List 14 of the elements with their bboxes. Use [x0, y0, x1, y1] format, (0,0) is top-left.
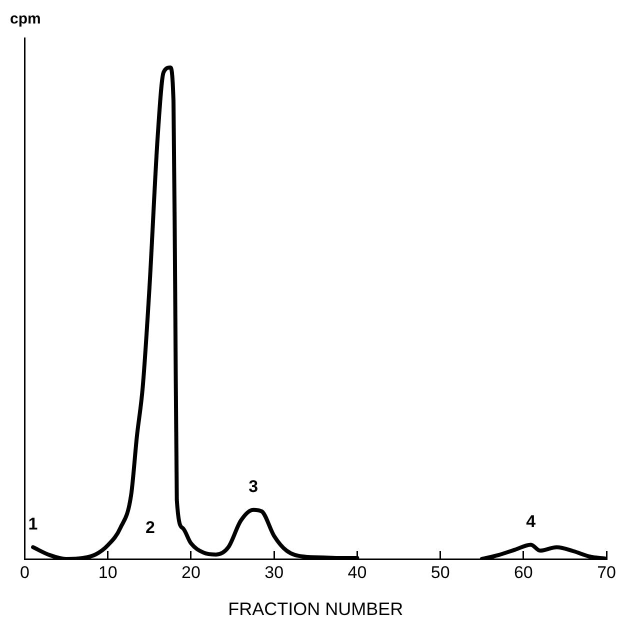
x-tick-label: 0: [20, 562, 30, 582]
x-tick-label: 30: [264, 562, 284, 582]
y-axis-title: cpm: [10, 10, 41, 28]
x-tick-label: 50: [430, 562, 450, 582]
annotation: 1: [28, 514, 38, 534]
annotation: 4: [526, 512, 536, 531]
annotation: 3: [248, 477, 258, 496]
x-tick-label: 10: [98, 562, 118, 582]
x-tick-label: 20: [182, 562, 200, 582]
x-axis-title: FRACTION NUMBER: [228, 599, 404, 620]
x-tick-label: 70: [597, 562, 616, 582]
x-tick-label: 60: [514, 562, 533, 582]
x-tick-label: 40: [348, 562, 367, 582]
annotation: 2: [145, 518, 155, 538]
